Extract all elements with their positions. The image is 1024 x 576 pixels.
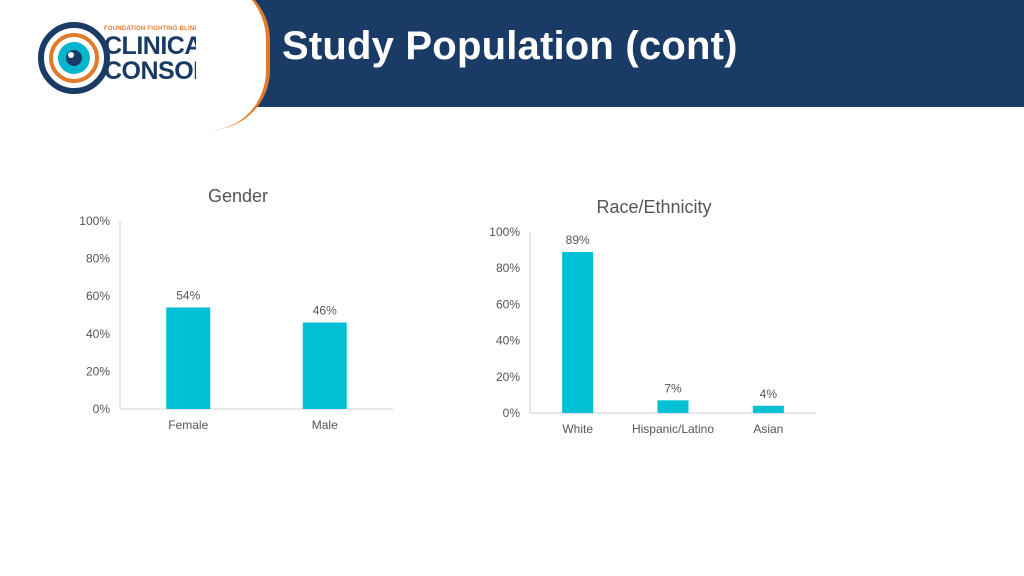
chart-2-data-label: 89% (566, 233, 590, 247)
chart-2-category-label: Hispanic/Latino (632, 422, 714, 436)
chart-2-data-label: 7% (664, 381, 682, 395)
chart-1-bar (166, 307, 211, 409)
chart-1-bar (302, 322, 347, 409)
page-title: Study Population (cont) (282, 24, 738, 68)
eye-logo-icon (38, 22, 110, 94)
chart-2-category-label: White (562, 422, 593, 436)
chart-2-category-label: Asian (753, 422, 783, 436)
chart-1-y-tick-label: 40% (86, 327, 110, 341)
chart-1-y-tick-label: 20% (86, 364, 110, 378)
chart-1-data-label: 54% (176, 288, 200, 302)
logo-tagline: FOUNDATION FIGHTING BLINDNESS (104, 26, 217, 32)
chart-2-bar (752, 405, 784, 413)
chart-1-y-tick-label: 100% (79, 214, 110, 228)
chart-2-y-tick-label: 40% (496, 334, 520, 348)
chart-1-category-label: Male (312, 418, 338, 432)
chart-1-category-label: Female (168, 418, 208, 432)
chart-2-bar (562, 251, 594, 413)
chart-2-y-tick-label: 20% (496, 370, 520, 384)
header-band (246, 0, 1024, 107)
chart-2-y-tick-label: 60% (496, 297, 520, 311)
chart-2-title: Race/Ethnicity (596, 197, 711, 217)
chart-1-y-tick-label: 80% (86, 252, 110, 266)
chart-2-bar (657, 400, 689, 413)
chart-1-title: Gender (208, 186, 268, 206)
chart-1-data-label: 46% (313, 304, 337, 318)
chart-2-y-tick-label: 100% (489, 225, 520, 239)
chart-1-y-tick-label: 0% (93, 402, 111, 416)
chart-1-y-tick-label: 60% (86, 289, 110, 303)
chart-2-data-label: 4% (760, 387, 778, 401)
chart-2-y-tick-label: 0% (503, 406, 521, 420)
chart-2-y-tick-label: 80% (496, 261, 520, 275)
